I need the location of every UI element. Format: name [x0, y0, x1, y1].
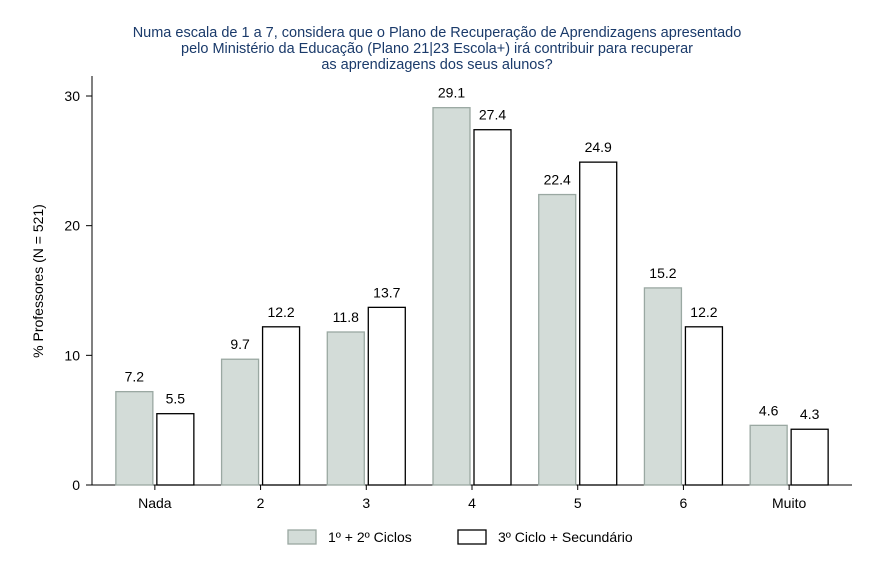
bar-series-2	[367, 306, 406, 486]
bar-series-2	[579, 161, 618, 486]
legend-label-series-1: 1º + 2º Ciclos	[328, 529, 412, 545]
bar-value-label: 9.7	[230, 336, 250, 352]
x-tick-label: Nada	[138, 495, 172, 511]
y-tick-label: 30	[64, 88, 80, 104]
bar-series-1	[643, 287, 683, 486]
x-tick-label: 6	[680, 495, 688, 511]
bar-value-label: 24.9	[585, 139, 612, 155]
chart-title: Numa escala de 1 a 7, considera que o Pl…	[133, 25, 742, 73]
bar-value-label: 15.2	[649, 265, 676, 281]
bar-series-2	[261, 326, 301, 486]
bar-series-1	[326, 331, 365, 486]
y-tick-label: 10	[64, 347, 80, 363]
bar-value-label: 12.2	[267, 304, 294, 320]
bar-value-label: 12.2	[690, 304, 717, 320]
plot-area: 0 10 20 30 Nada 7.2 5.5 2 9.7 12.2 3 11.8 13.7 4 29.1 2…	[64, 76, 852, 511]
bar-value-label: 13.7	[373, 284, 400, 300]
legend-swatch-series-2	[457, 529, 487, 545]
legend-label-series-2: 3º Ciclo + Secundário	[498, 529, 633, 545]
y-axis-label: % Professores (N = 521)	[30, 204, 46, 358]
x-tick-label: 4	[468, 495, 476, 511]
chart-title-line-2: pelo Ministério da Educação (Plano 21|23…	[181, 41, 693, 57]
bar-value-label: 5.5	[166, 391, 186, 407]
x-tick-label: Muito	[772, 495, 806, 511]
bar-series-1	[115, 390, 154, 486]
bar-value-label: 22.4	[544, 172, 571, 188]
bar-series-2	[156, 413, 195, 486]
bar-series-1	[220, 358, 260, 486]
bar-series-1	[538, 193, 577, 486]
x-tick-label: 2	[257, 495, 265, 511]
legend: 1º + 2º Ciclos 3º Ciclo + Secundário	[287, 529, 633, 545]
bar-value-label: 4.6	[759, 402, 779, 418]
x-tick-label: 5	[574, 495, 582, 511]
chart-title-line-1: Numa escala de 1 a 7, considera que o Pl…	[133, 25, 742, 41]
y-tick-label: 20	[64, 218, 80, 234]
bar-series-2	[790, 428, 829, 486]
x-tick-label: 3	[362, 495, 370, 511]
bar-series-1	[749, 424, 788, 486]
bar-value-label: 27.4	[479, 107, 506, 123]
bar-value-label: 7.2	[125, 369, 145, 385]
bar-series-2	[684, 326, 724, 486]
bar-value-label: 29.1	[438, 85, 465, 101]
legend-swatch-series-1	[287, 529, 317, 545]
bar-series-2	[473, 129, 512, 486]
bar-value-label: 11.8	[333, 309, 359, 325]
y-tick-label: 0	[72, 477, 80, 493]
chart-title-line-3: as aprendizagens dos seus alunos?	[321, 57, 552, 73]
bar-value-label: 4.3	[800, 406, 820, 422]
bar-series-1	[432, 107, 471, 486]
